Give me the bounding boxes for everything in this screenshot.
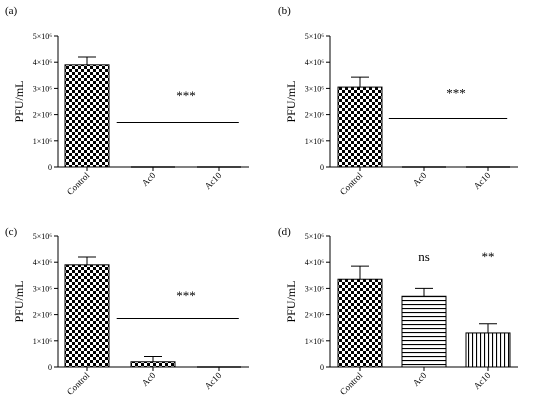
- panel-label: (c): [5, 226, 18, 238]
- significance-label: **: [482, 249, 495, 264]
- y-tick-label: 2×10⁶: [33, 111, 53, 120]
- x-tick-label: Control: [338, 170, 365, 197]
- bar-ac10: [465, 332, 511, 368]
- y-tick-label: 4×10⁶: [305, 58, 325, 67]
- x-tick-label: Ac0: [140, 370, 158, 388]
- chart-panel-3: (c) PFU/mL 0 1×10⁶ 2×10⁶ 3×10⁶ 4×10⁶ 5×10⁶ Contr…: [5, 226, 249, 397]
- significance-label: ***: [176, 88, 196, 103]
- x-tick-label: Ac10: [472, 370, 493, 391]
- y-tick-label: 1×10⁶: [33, 137, 53, 146]
- y-tick-label: 5×10⁶: [305, 32, 325, 41]
- panel-label: (a): [5, 5, 18, 17]
- y-axis-title: PFU/mL: [12, 280, 26, 322]
- y-axis-title: PFU/mL: [12, 80, 26, 122]
- y-tick-label: 0: [48, 163, 52, 172]
- chart-panel-4: (d) PFU/mL 0 1×10⁶ 2×10⁶ 3×10⁶ 4×10⁶ 5×10⁶ Contr…: [278, 226, 518, 397]
- y-tick-label: 4×10⁶: [33, 58, 53, 67]
- chart-panel-2: (b) PFU/mL 0 1×10⁶ 2×10⁶ 3×10⁶ 4×10⁶ 5×10⁶ Contr…: [278, 5, 518, 197]
- bar-ac0: [130, 361, 176, 368]
- x-tick-label: Ac0: [140, 170, 158, 188]
- y-tick-label: 2×10⁶: [305, 111, 325, 120]
- x-tick-label: Control: [65, 170, 92, 197]
- significance-label: ***: [176, 288, 196, 303]
- y-tick-label: 1×10⁶: [305, 337, 325, 346]
- y-axis-title: PFU/mL: [284, 280, 298, 322]
- x-tick-label: Ac10: [472, 170, 493, 191]
- y-tick-label: 3×10⁶: [33, 284, 53, 293]
- y-tick-label: 2×10⁶: [33, 311, 53, 320]
- significance-label: ns: [418, 249, 430, 264]
- x-tick-label: Ac10: [203, 370, 224, 391]
- bar-control: [64, 264, 110, 368]
- bar-control: [337, 278, 383, 368]
- y-tick-label: 1×10⁶: [33, 337, 53, 346]
- x-tick-label: Ac0: [411, 170, 429, 188]
- y-tick-label: 5×10⁶: [33, 32, 53, 41]
- bar-ac0: [401, 295, 447, 368]
- y-tick-label: 0: [48, 363, 52, 372]
- y-tick-label: 3×10⁶: [33, 84, 53, 93]
- x-tick-label: Control: [65, 370, 92, 397]
- y-axis-title: PFU/mL: [284, 80, 298, 122]
- bar-control: [337, 86, 383, 168]
- panel-label: (d): [278, 226, 291, 238]
- y-tick-label: 3×10⁶: [305, 84, 325, 93]
- chart-panel-1: (a) PFU/mL 0 1×10⁶ 2×10⁶ 3×10⁶ 4×10⁶ 5×10⁶ Contr…: [5, 5, 249, 197]
- y-tick-label: 5×10⁶: [305, 232, 325, 241]
- x-tick-label: Ac10: [203, 170, 224, 191]
- panel-label: (b): [278, 5, 291, 17]
- significance-label: ***: [446, 86, 466, 101]
- x-tick-label: Ac0: [411, 370, 429, 388]
- y-tick-label: 3×10⁶: [305, 284, 325, 293]
- x-tick-label: Control: [338, 370, 365, 397]
- bar-control: [64, 64, 110, 168]
- y-tick-label: 4×10⁶: [33, 258, 53, 267]
- y-tick-label: 4×10⁶: [305, 258, 325, 267]
- y-tick-label: 5×10⁶: [33, 232, 53, 241]
- y-tick-label: 2×10⁶: [305, 311, 325, 320]
- y-tick-label: 1×10⁶: [305, 137, 325, 146]
- y-tick-label: 0: [320, 163, 324, 172]
- y-tick-label: 0: [320, 363, 324, 372]
